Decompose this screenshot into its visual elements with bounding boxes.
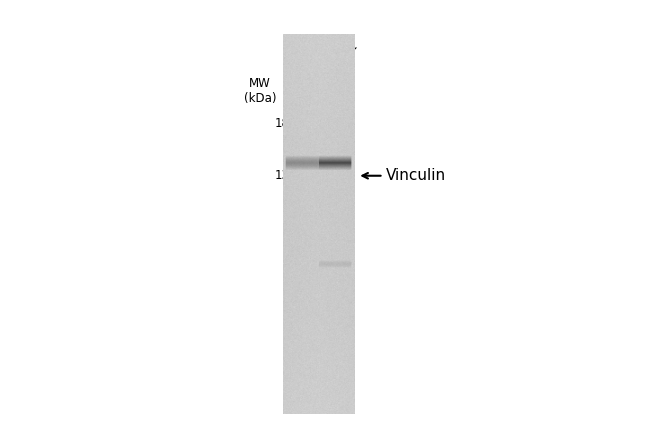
- Text: MW
(kDa): MW (kDa): [244, 77, 276, 105]
- Text: 72: 72: [282, 247, 297, 260]
- Text: Vinculin: Vinculin: [386, 168, 446, 183]
- Text: 43: 43: [283, 332, 297, 345]
- Text: 95: 95: [283, 219, 297, 233]
- Text: PC-12: PC-12: [311, 33, 346, 68]
- Text: 130: 130: [275, 169, 297, 182]
- Text: 180: 180: [275, 117, 297, 130]
- Text: Rat2: Rat2: [332, 39, 361, 68]
- Text: 55: 55: [283, 286, 297, 299]
